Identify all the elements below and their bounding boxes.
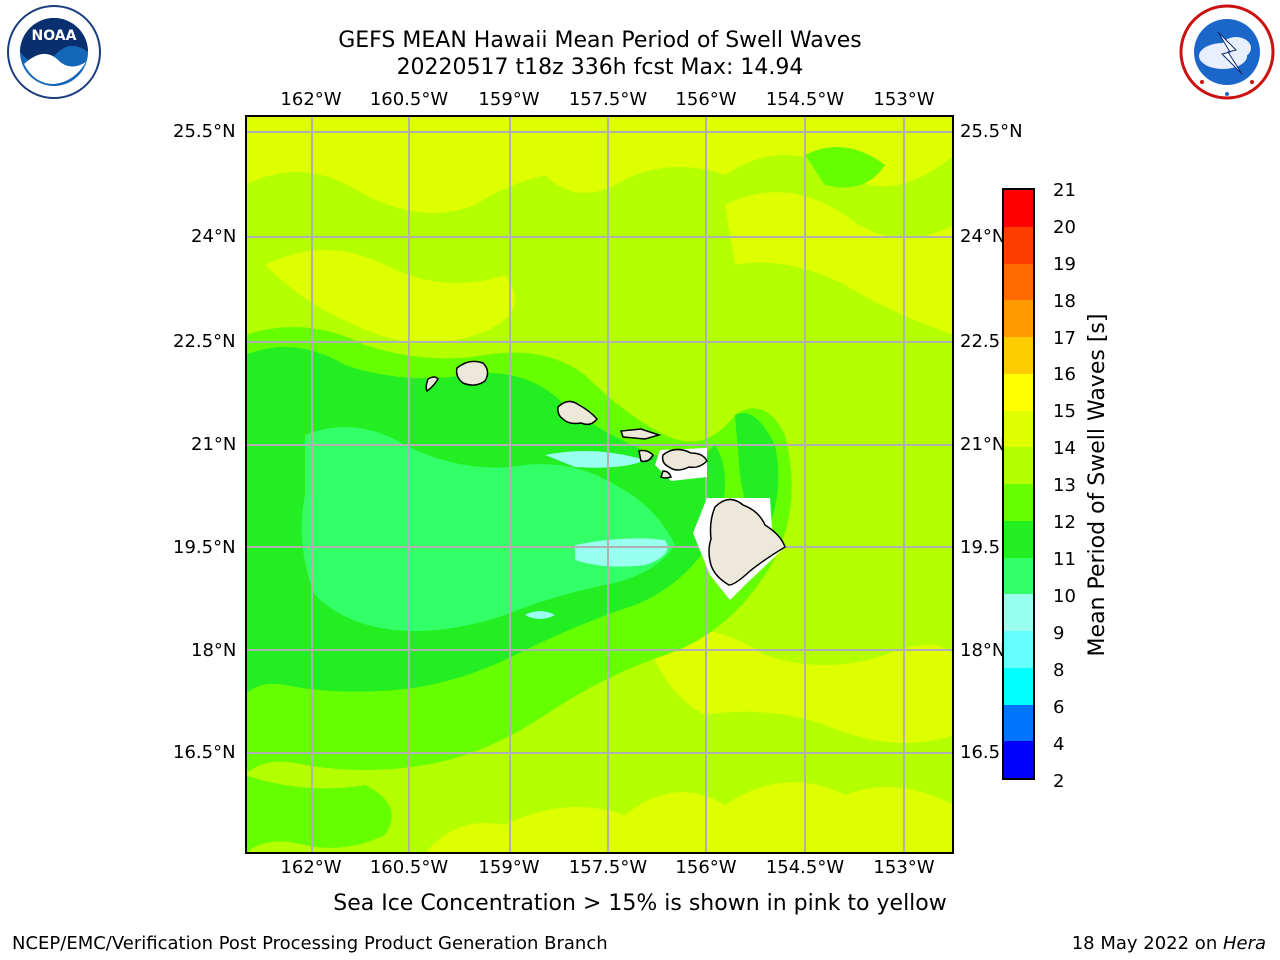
- noaa-logo: NOAA: [4, 4, 104, 100]
- lat-label-left: 24°N: [191, 226, 237, 247]
- lon-label-top: 157.5°W: [568, 89, 648, 110]
- colorbar-tick: 20: [1053, 217, 1076, 238]
- lon-label-top: 156°W: [675, 89, 737, 110]
- colorbar-swatch: [1004, 300, 1033, 337]
- island-molokai: [619, 428, 662, 440]
- colorbar-tick: 12: [1053, 512, 1076, 533]
- colorbar-tick: 9: [1053, 623, 1065, 644]
- colorbar-swatch: [1004, 667, 1033, 705]
- colorbar-tick: 10: [1053, 586, 1076, 607]
- colorbar-tick: 8: [1053, 660, 1065, 681]
- lon-label-bottom: 159°W: [478, 857, 540, 878]
- map-frame: [245, 115, 954, 854]
- colorbar-tick: 19: [1053, 254, 1076, 275]
- lon-label-bottom: 153°W: [873, 857, 935, 878]
- field-region-10-11: [301, 427, 675, 631]
- colorbar-swatch: [1004, 190, 1033, 227]
- island-maui: [661, 448, 708, 471]
- colorbar-tick: 4: [1053, 734, 1065, 755]
- lat-label-right: 19.5: [960, 537, 1001, 558]
- lon-label-top: 162°W: [280, 89, 342, 110]
- lat-label-left: 22.5°N: [173, 331, 236, 352]
- field-patch-se: [645, 628, 954, 743]
- lon-label-bottom: 162°W: [280, 857, 342, 878]
- island-kahoolawe: [660, 470, 672, 479]
- nws-logo: [1178, 4, 1276, 100]
- noaa-logo-text: NOAA: [32, 28, 77, 44]
- chart-subtitle: 20220517 t18z 336h fcst Max: 14.94: [396, 55, 804, 80]
- colorbar-tick: 15: [1053, 401, 1076, 422]
- lat-label-right: 22.5: [960, 331, 1001, 352]
- lat-label-right: 16.5: [960, 742, 1001, 763]
- colorbar-tick: 2: [1053, 771, 1065, 792]
- field-pocket-west-hawaii: [575, 538, 668, 567]
- colorbar-swatch: [1004, 410, 1033, 448]
- colorbar-swatch: [1004, 337, 1033, 374]
- island-oahu: [557, 400, 598, 426]
- colorbar-swatch: [1004, 594, 1033, 631]
- lon-label-top: 159°W: [478, 89, 540, 110]
- lon-label-bottom: 156°W: [675, 857, 737, 878]
- colorbar-tick: 14: [1053, 438, 1076, 459]
- colorbar-tick: 16: [1053, 364, 1076, 385]
- map-panel: [245, 115, 954, 854]
- field-pocket-south: [525, 611, 555, 619]
- colorbar-swatch: [1004, 447, 1033, 484]
- lon-label-bottom: 160.5°W: [369, 857, 449, 878]
- colorbar-swatch: [1004, 373, 1033, 411]
- footer-date-text: 18 May 2022 on: [1071, 933, 1223, 954]
- lat-label-left: 19.5°N: [173, 537, 236, 558]
- colorbar-swatch: [1004, 226, 1033, 264]
- footer-machine: Hera: [1222, 933, 1266, 954]
- colorbar-tick: 13: [1053, 475, 1076, 496]
- field-band-north: [245, 115, 954, 213]
- islands: [425, 360, 786, 586]
- colorbar-swatch: [1004, 704, 1033, 742]
- field-pocket-channel: [545, 451, 645, 468]
- lon-label-top: 153°W: [873, 89, 935, 110]
- chart-title: GEFS MEAN Hawaii Mean Period of Swell Wa…: [338, 28, 862, 53]
- lat-label-right: 18°N: [960, 640, 1006, 661]
- lat-label-left: 25.5°N: [173, 121, 236, 142]
- island-hawaii: [708, 498, 786, 586]
- field-patch-sw: [245, 775, 392, 854]
- field-band-south: [425, 782, 954, 854]
- lat-label-right: 25.5°N: [960, 121, 1023, 142]
- colorbar-swatch: [1004, 741, 1033, 778]
- colorbar-tick: 11: [1053, 549, 1076, 570]
- colorbar-swatches: [1004, 190, 1033, 778]
- island-lanai: [638, 449, 654, 463]
- footer-credit: NCEP/EMC/Verification Post Processing Pr…: [12, 933, 608, 954]
- field-patch-n12: [805, 147, 885, 188]
- colorbar-swatch: [1004, 557, 1033, 595]
- lon-label-top: 154.5°W: [765, 89, 845, 110]
- lon-label-top: 160.5°W: [369, 89, 449, 110]
- island-kauai: [455, 360, 489, 386]
- sea-ice-note: Sea Ice Concentration > 15% is shown in …: [333, 891, 947, 916]
- lat-label-left: 18°N: [191, 640, 237, 661]
- lon-label-bottom: 157.5°W: [568, 857, 648, 878]
- footer-date: 18 May 2022 on Hera: [1072, 933, 1266, 954]
- lat-label-right: 24°N: [960, 226, 1006, 247]
- colorbar-label: Mean Period of Swell Waves [s]: [1085, 313, 1110, 657]
- colorbar-swatch: [1004, 484, 1033, 521]
- map-gridlines: [245, 115, 954, 854]
- colorbar-tick: 21: [1053, 180, 1076, 201]
- colorbar-swatch: [1004, 520, 1033, 558]
- field-patch-nw: [265, 250, 515, 343]
- colorbar-tick: 17: [1053, 328, 1076, 349]
- colorbar: [1002, 188, 1035, 780]
- colorbar-tick: 18: [1053, 291, 1076, 312]
- colorbar-swatch: [1004, 631, 1033, 668]
- lat-label-right: 21°N: [960, 434, 1006, 455]
- swell-period-map: [245, 115, 954, 854]
- colorbar-tick: 6: [1053, 697, 1065, 718]
- colorbar-swatch: [1004, 263, 1033, 301]
- lon-label-bottom: 154.5°W: [765, 857, 845, 878]
- field-patch-ne: [725, 192, 954, 335]
- lat-label-left: 21°N: [191, 434, 237, 455]
- island-niihau: [425, 376, 439, 393]
- lat-label-left: 16.5°N: [173, 742, 236, 763]
